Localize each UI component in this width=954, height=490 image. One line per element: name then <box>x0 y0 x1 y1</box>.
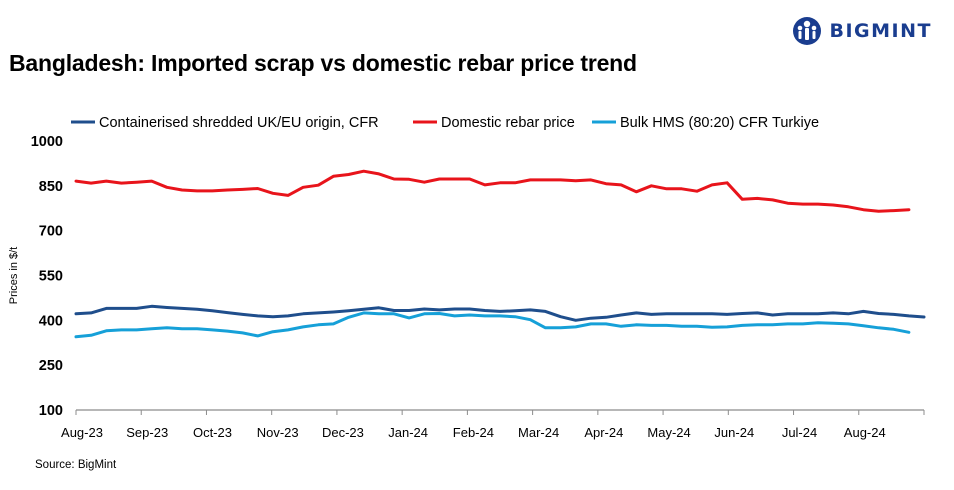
y-tick-label: 1000 <box>31 134 63 150</box>
x-tick-label: Sep-23 <box>126 425 168 440</box>
y-tick-label: 250 <box>39 358 63 374</box>
series-line-1 <box>74 304 926 322</box>
series-line-2 <box>74 169 911 213</box>
x-tick-label: Oct-23 <box>193 425 232 440</box>
x-tick-label: Apr-24 <box>584 425 623 440</box>
series-line-3 <box>74 311 911 339</box>
source-note: Source: BigMint <box>35 459 117 471</box>
y-tick-label: 400 <box>39 313 63 329</box>
x-tick-label: Aug-24 <box>844 425 886 440</box>
legend-label: Bulk HMS (80:20) CFR Turkiye <box>620 115 819 131</box>
x-tick-label: Dec-23 <box>322 425 364 440</box>
x-tick-label: Aug-23 <box>61 425 103 440</box>
x-tick-label: Jul-24 <box>782 425 817 440</box>
x-tick-label: Jan-24 <box>388 425 428 440</box>
y-tick-label: 550 <box>39 269 63 285</box>
brand-logo: BIGMINT <box>792 16 933 46</box>
brand-name: BIGMINT <box>829 20 932 42</box>
x-tick-label: Jun-24 <box>714 425 754 440</box>
chart-title: Bangladesh: Imported scrap vs domestic r… <box>9 50 637 76</box>
y-tick-label: 700 <box>39 224 63 240</box>
x-tick-label: Feb-24 <box>453 425 494 440</box>
bigmint-logo-icon <box>792 17 821 45</box>
x-tick-label: May-24 <box>647 425 690 440</box>
legend-label: Containerised shredded UK/EU origin, CFR <box>99 115 379 131</box>
y-tick-label: 100 <box>39 403 63 419</box>
x-tick-label: Nov-23 <box>257 425 299 440</box>
y-tick-label: 850 <box>39 179 63 195</box>
x-tick-label: Mar-24 <box>518 425 559 440</box>
legend-label: Domestic rebar price <box>441 115 575 131</box>
y-axis-title: Prices in $/t <box>8 247 20 304</box>
